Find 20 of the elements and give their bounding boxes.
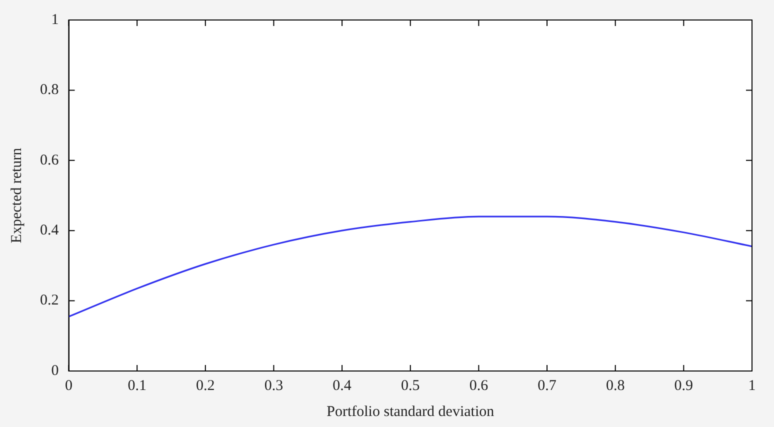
y-tick-label: 1 — [51, 12, 59, 28]
x-tick-label: 0.8 — [606, 378, 625, 394]
x-tick-label: 0.9 — [674, 378, 694, 394]
x-tick-label: 0.6 — [469, 378, 489, 394]
y-tick-label: 0.2 — [40, 292, 59, 309]
line-series — [68, 216, 752, 318]
y-tick-label: 0.8 — [40, 82, 59, 98]
y-tick-label: 0 — [51, 362, 59, 379]
x-tick-label: 0.3 — [264, 378, 284, 394]
x-tick-label: 0 — [65, 378, 72, 394]
y-tick-label: 0.6 — [40, 152, 60, 168]
x-tick-label: 0.4 — [332, 378, 352, 394]
y-tick-label: 0.4 — [40, 222, 60, 239]
x-tick-label: 1 — [748, 378, 756, 394]
x-tick-label: 0.2 — [196, 378, 215, 394]
x-tick-label: 0.5 — [401, 378, 420, 394]
y-axis-title: Expected return — [8, 147, 25, 244]
x-axis-title: Portfolio standard deviation — [326, 404, 495, 420]
x-tick-label: 0.1 — [128, 378, 146, 394]
x-tick-label: 0.7 — [538, 378, 557, 394]
